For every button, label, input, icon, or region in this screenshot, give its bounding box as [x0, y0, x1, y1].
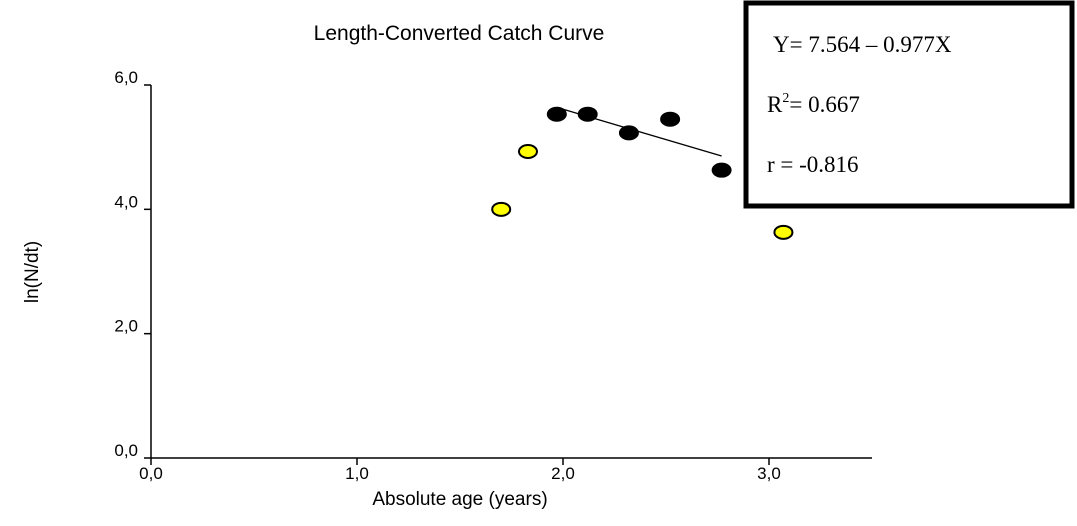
x-tick-label: 3,0 [757, 464, 781, 483]
annotation-box: Y= 7.564 – 0.977X R2= 0.667 r = -0.816 [743, 0, 1075, 209]
data-point-used [546, 106, 567, 122]
r-squared-superscript: 2 [782, 91, 789, 106]
data-point-used [660, 111, 681, 127]
y-tick-label: 6,0 [114, 68, 138, 87]
y-tick-label: 4,0 [114, 192, 138, 211]
data-point-excluded [491, 201, 512, 217]
y-tick-label: 2,0 [114, 317, 138, 336]
correlation-text: r = -0.816 [767, 152, 859, 177]
r-squared-text: R2= 0.667 [767, 91, 860, 117]
regression-equation: Y= 7.564 – 0.977X [773, 32, 952, 57]
data-point-used [711, 162, 732, 178]
tick-group: 0,0 1,0 2,0 3,0 0,0 2,0 4,0 6,0 [114, 68, 780, 483]
data-point-excluded [517, 144, 538, 160]
x-tick-label: 1,0 [345, 464, 369, 483]
data-point-used [577, 106, 598, 122]
annotation-frame [743, 0, 1075, 209]
x-axis-title: Absolute age (years) [372, 489, 547, 510]
data-points [491, 106, 794, 240]
x-tick-label: 2,0 [551, 464, 575, 483]
r-squared-value: = 0.667 [789, 92, 859, 117]
data-point-used [618, 125, 639, 141]
r-squared-label: R [767, 92, 783, 117]
x-tick-label: 0,0 [139, 464, 163, 483]
data-point-excluded [773, 224, 794, 240]
y-tick-label: 0,0 [114, 441, 138, 460]
chart-title: Length-Converted Catch Curve [314, 22, 605, 45]
y-axis-title: ln(N/dt) [22, 241, 43, 303]
